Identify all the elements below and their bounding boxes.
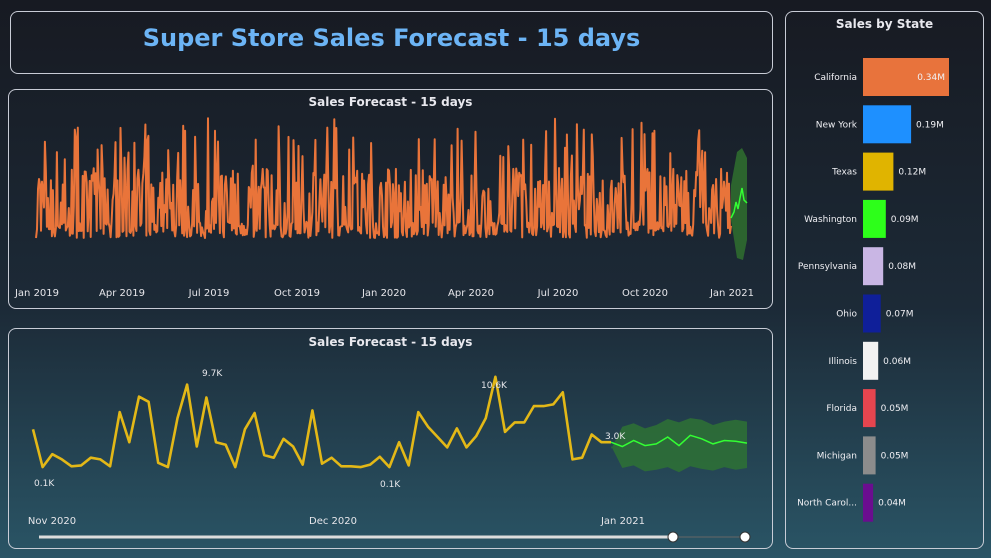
state-value-label: 0.04M	[878, 499, 906, 509]
long-x-tick: Oct 2020	[622, 288, 668, 299]
long-forecast-title: Sales Forecast - 15 days	[308, 95, 473, 109]
page-title: Super Store Sales Forecast - 15 days	[142, 24, 641, 52]
state-bar[interactable]	[863, 152, 894, 191]
state-bar[interactable]	[863, 58, 949, 96]
state-value-label: 0.08M	[888, 262, 916, 272]
data-label: 0.1K	[380, 480, 401, 490]
state-label: North Carol...	[797, 499, 857, 509]
short-forecast-chart[interactable]: 9.7K 0.1K 10.6K 0.1K 3.0K Nov 2020 Dec 2020 Jan…	[9, 329, 771, 547]
state-value-label: 0.07M	[886, 310, 914, 320]
state-value-label: 0.12M	[898, 168, 926, 178]
state-value-label: 0.09M	[891, 215, 919, 225]
state-label: Washington	[804, 215, 857, 225]
long-x-tick: Apr 2019	[99, 288, 145, 299]
state-value-label: 0.05M	[881, 451, 909, 461]
data-label: 9.7K	[202, 369, 223, 379]
state-label: Texas	[831, 168, 857, 178]
range-slider-handle-start[interactable]	[667, 531, 679, 543]
state-bar[interactable]	[863, 389, 876, 428]
short-actual-line	[31, 375, 611, 469]
long-forecast-chart[interactable]: Jan 2019 Apr 2019 Jul 2019 Oct 2019 Jan 2020…	[9, 90, 771, 307]
short-x-tick: Dec 2020	[309, 516, 357, 527]
long-x-tick: Jan 2020	[361, 288, 406, 299]
long-actual-line	[35, 117, 732, 239]
state-label: Illinois	[828, 357, 857, 367]
long-x-tick: Apr 2020	[448, 288, 494, 299]
data-label: 10.6K	[481, 381, 508, 391]
sales-by-state-panel[interactable]: Sales by State California 0.34M New York 0.…	[785, 11, 984, 549]
short-forecast-line	[610, 434, 748, 448]
state-label: Michigan	[817, 451, 857, 461]
long-forecast-panel[interactable]: Sales Forecast - 15 days Jan 2019 Apr 201…	[8, 89, 773, 309]
state-value-label: 0.05M	[881, 404, 909, 414]
short-x-tick: Nov 2020	[28, 516, 76, 527]
title-panel: Super Store Sales Forecast - 15 days	[10, 11, 773, 74]
data-label: 0.1K	[34, 479, 55, 489]
sales-by-state-chart[interactable]: California 0.34M New York 0.19M Texas 0.12M Wa…	[786, 12, 982, 547]
state-label: Pennsylvania	[798, 262, 857, 272]
short-forecast-panel[interactable]: Sales Forecast - 15 days 9.7K 0.1K 10.6K 0.…	[8, 328, 773, 549]
range-slider-handle-end[interactable]	[739, 531, 751, 543]
state-bar[interactable]	[863, 294, 881, 333]
state-value-label: 0.06M	[883, 357, 911, 367]
state-bar[interactable]	[863, 105, 912, 144]
short-x-tick: Jan 2021	[600, 516, 645, 527]
long-x-tick: Jul 2019	[188, 288, 230, 299]
long-forecast-line	[730, 187, 748, 219]
long-x-tick: Oct 2019	[274, 288, 320, 299]
state-value-label: 0.34M	[917, 73, 945, 83]
long-x-tick: Jul 2020	[537, 288, 579, 299]
state-label: Florida	[826, 404, 857, 414]
long-x-tick: Jan 2021	[709, 288, 754, 299]
state-label: California	[814, 73, 857, 83]
short-forecast-title: Sales Forecast - 15 days	[308, 335, 473, 349]
state-label: Ohio	[836, 310, 857, 320]
state-bar[interactable]	[863, 199, 886, 238]
state-bar[interactable]	[863, 341, 879, 380]
state-bar[interactable]	[863, 436, 876, 475]
state-bar[interactable]	[863, 483, 874, 522]
sales-by-state-title: Sales by State	[835, 17, 934, 31]
state-bar[interactable]	[863, 247, 884, 286]
long-x-tick: Jan 2019	[14, 288, 59, 299]
data-label: 3.0K	[605, 432, 626, 442]
state-label: New York	[816, 120, 858, 130]
state-value-label: 0.19M	[916, 120, 944, 130]
